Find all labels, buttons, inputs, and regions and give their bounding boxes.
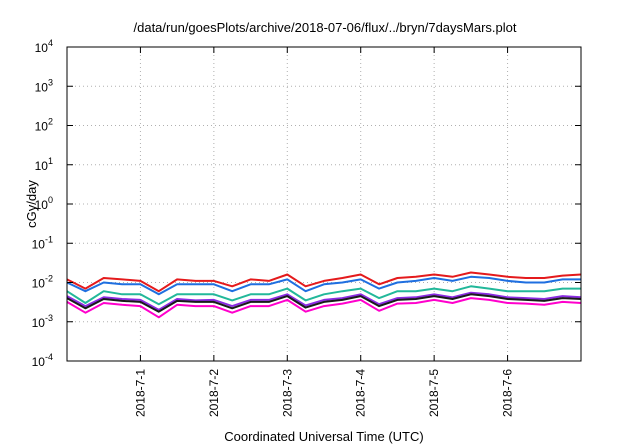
series-group — [66, 271, 582, 319]
y-axis-label: cGy/day — [24, 180, 39, 228]
y-tick-label: 10-2 — [32, 274, 53, 291]
y-tick-base: 10 — [35, 198, 49, 212]
y-tick-label: 100 — [35, 195, 53, 212]
x-tick-label: 2018-7-3 — [280, 369, 294, 417]
y-tick-label: 10-1 — [32, 234, 53, 251]
y-tick-exponent: 2 — [48, 117, 53, 127]
series-line-4 — [66, 291, 582, 311]
y-tick-exponent: -2 — [45, 274, 53, 284]
x-tick-label: 2018-7-1 — [133, 369, 147, 417]
y-tick-base: 10 — [32, 277, 46, 291]
x-tick-label: 2018-7-4 — [354, 369, 368, 417]
x-axis-label: Coordinated Universal Time (UTC) — [224, 429, 423, 444]
x-axis: 2018-7-1 2018-7-2 2018-7-3 2018-7-4 2018-7-5… — [133, 47, 515, 417]
series-line-1 — [66, 271, 582, 293]
y-tick-exponent: 1 — [48, 156, 53, 166]
series-line-6 — [66, 297, 582, 319]
x-tick-label: 2018-7-6 — [501, 369, 515, 417]
y-tick-base: 10 — [35, 80, 49, 94]
y-tick-exponent: -3 — [45, 313, 53, 323]
y-tick-label: 101 — [35, 156, 53, 173]
x-tick-label: 2018-7-2 — [207, 369, 221, 417]
series-line-3 — [66, 285, 581, 306]
y-tick-label: 103 — [35, 77, 53, 94]
y-tick-label: 10-3 — [32, 313, 53, 330]
y-tick-label: 10-4 — [32, 352, 53, 369]
y-tick-label: 102 — [35, 117, 53, 134]
y-tick-exponent: 4 — [48, 38, 53, 48]
grid — [67, 46, 581, 362]
x-tick-label: 2018-7-5 — [427, 369, 441, 417]
chart-title: /data/run/goesPlots/archive/2018-07-06/f… — [134, 20, 517, 35]
y-tick-exponent: 0 — [48, 195, 53, 205]
y-tick-base: 10 — [32, 237, 46, 251]
y-tick-exponent: -1 — [45, 234, 53, 244]
y-tick-base: 10 — [35, 41, 49, 55]
series-line-2 — [66, 275, 581, 296]
y-tick-base: 10 — [32, 316, 46, 330]
series-line-5 — [66, 293, 582, 313]
y-tick-label: 104 — [35, 38, 53, 55]
y-tick-base: 10 — [35, 120, 49, 134]
y-tick-exponent: 3 — [48, 77, 53, 87]
y-tick-base: 10 — [35, 159, 49, 173]
y-tick-exponent: -4 — [45, 352, 53, 362]
y-tick-base: 10 — [32, 355, 46, 369]
